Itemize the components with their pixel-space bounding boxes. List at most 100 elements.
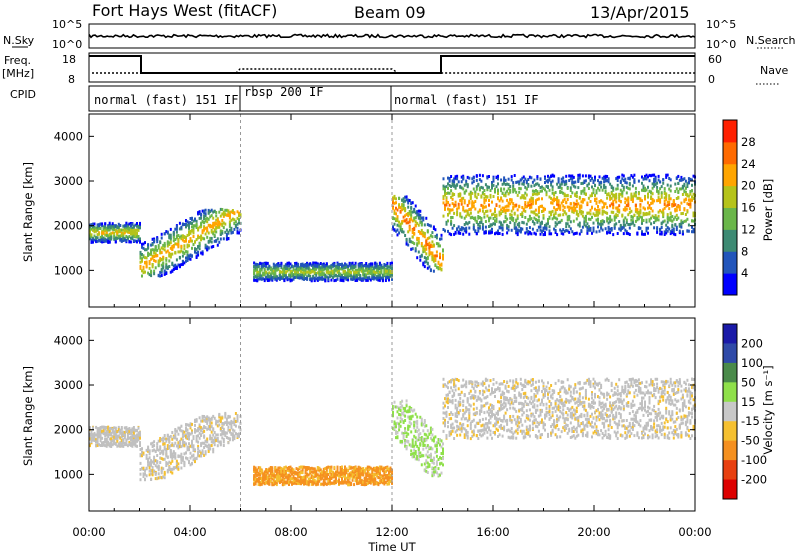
scatter-cell	[301, 264, 304, 268]
scatter-cell	[98, 224, 101, 228]
scatter-cell	[393, 196, 396, 200]
scatter-cell	[625, 185, 628, 189]
scatter-cell	[203, 217, 206, 221]
scatter-cell	[139, 252, 142, 256]
scatter-cell	[360, 267, 363, 271]
nave-trace	[92, 68, 695, 74]
scatter-cell	[318, 263, 321, 267]
scatter-cell	[432, 269, 435, 273]
scatter-cell	[489, 195, 492, 199]
scatter-cell	[198, 427, 201, 431]
scatter-cell	[615, 192, 618, 196]
scatter-cell	[381, 265, 384, 269]
scatter-cell	[556, 222, 559, 226]
scatter-cell	[405, 237, 408, 241]
scatter-cell	[475, 196, 478, 200]
nsky-trace	[88, 33, 696, 39]
scatter-cell	[497, 192, 499, 196]
scatter-cell	[515, 230, 518, 234]
scatter-cell	[544, 224, 546, 227]
scatter-cell	[448, 232, 451, 236]
scatter-cell	[233, 423, 236, 427]
scatter-cell	[204, 214, 207, 218]
scatter-cell	[442, 177, 445, 181]
scatter-cell	[460, 200, 463, 204]
scatter-cell	[600, 223, 603, 227]
scatter-cell	[607, 177, 610, 181]
scatter-cell	[435, 265, 438, 269]
scatter-cell	[616, 214, 619, 217]
scatter-cell	[216, 218, 219, 222]
scatter-cell	[213, 239, 216, 243]
scatter-cell	[207, 448, 210, 452]
scatter-cell	[601, 228, 604, 232]
scatter-cell	[537, 197, 540, 201]
scatter-cell	[495, 217, 498, 221]
scatter-cell	[624, 197, 627, 201]
scatter-cell	[177, 250, 180, 254]
scatter-cell	[172, 268, 175, 271]
scatter-cell	[463, 201, 466, 205]
scatter-cell	[401, 203, 404, 207]
scatter-cell	[677, 182, 680, 185]
scatter-cell	[422, 250, 425, 254]
scatter-cell	[92, 238, 94, 242]
scatter-cell	[495, 185, 498, 189]
scatter-cell	[198, 212, 201, 215]
scatter-cell	[591, 215, 593, 219]
scatter-cell	[375, 262, 378, 266]
scatter-cell	[586, 229, 589, 233]
scatter-cell	[687, 223, 690, 227]
scatter-cell	[423, 232, 426, 236]
scatter-cell	[375, 264, 378, 268]
scatter-cell	[474, 190, 477, 194]
scatter-cell	[339, 267, 342, 271]
scatter-cell	[659, 180, 662, 184]
scatter-cell	[330, 278, 333, 282]
scatter-cell	[147, 457, 150, 461]
scatter-cell	[465, 230, 468, 234]
scatter-cell	[153, 455, 156, 459]
scatter-cell	[377, 264, 380, 268]
scatter-cell	[356, 276, 359, 280]
scatter-cell	[595, 201, 598, 205]
scatter-cell	[660, 230, 663, 234]
scatter-cell	[362, 277, 365, 281]
scatter-cell	[404, 199, 407, 203]
scatter-cell	[637, 192, 640, 196]
scatter-cell	[380, 263, 383, 267]
scatter-cell	[465, 182, 468, 186]
scatter-cell	[153, 240, 156, 244]
scatter-cell	[254, 466, 257, 470]
cpid-label: CPID	[10, 88, 36, 101]
scatter-cell	[215, 422, 218, 426]
scatter-cell	[692, 227, 695, 231]
scatter-cell	[477, 216, 480, 220]
scatter-cell	[401, 204, 404, 208]
scatter-cell	[156, 454, 159, 457]
scatter-cell	[272, 266, 275, 270]
scatter-cell	[268, 264, 271, 268]
scatter-cell	[221, 426, 224, 429]
scatter-cell	[168, 241, 171, 245]
scatter-cell	[654, 179, 657, 183]
scatter-cell	[256, 263, 259, 266]
scatter-cell	[639, 199, 642, 203]
scatter-cell	[481, 209, 484, 213]
scatter-cell	[116, 439, 119, 443]
scatter-cell	[569, 206, 572, 210]
scatter-cell	[180, 429, 183, 433]
scatter-cell	[175, 466, 178, 470]
scatter-cell	[577, 186, 580, 190]
scatter-cell	[113, 433, 116, 436]
scatter-cell	[315, 272, 318, 275]
scatter-cell	[654, 219, 657, 223]
colorbar-swatch	[723, 251, 737, 274]
scatter-cell	[559, 191, 562, 194]
scatter-cell	[662, 211, 665, 215]
scatter-cell	[656, 181, 659, 185]
scatter-cell	[574, 193, 577, 197]
scatter-cell	[351, 275, 354, 279]
scatter-cell	[207, 246, 210, 250]
scatter-cell	[218, 225, 221, 229]
